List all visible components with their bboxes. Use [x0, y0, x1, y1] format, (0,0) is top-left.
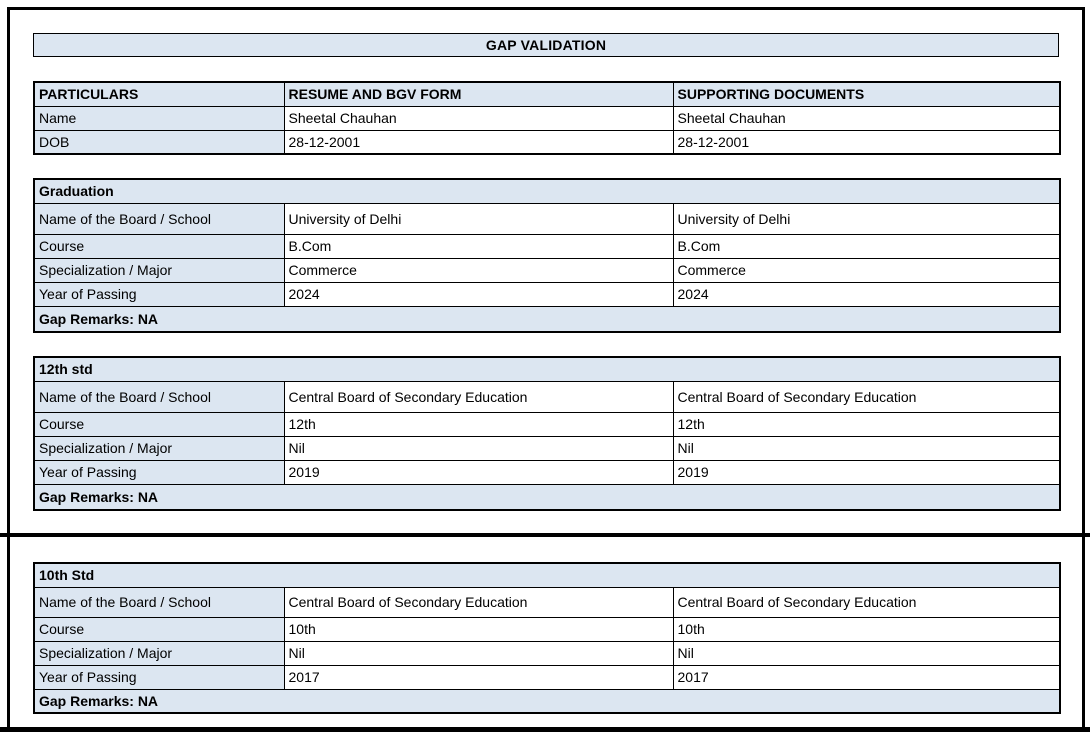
resume-value-cell: University of Delhi — [283, 202, 674, 235]
gap-remarks: Gap Remarks: NA — [33, 688, 1061, 714]
table-row: Specialization / Major Commerce Commerce — [33, 257, 1061, 283]
table-row: Year of Passing 2017 2017 — [33, 664, 1061, 690]
resume-value-cell: 2017 — [283, 664, 674, 690]
row-label-cell: Course — [33, 411, 285, 437]
row-label-cell: Specialization / Major — [33, 640, 285, 666]
supporting-value-cell: B.Com — [672, 233, 1061, 259]
row-label-cell: Name — [33, 105, 285, 131]
row-label-cell: Year of Passing — [33, 459, 285, 485]
supporting-value-cell: 2024 — [672, 281, 1061, 307]
section-header-row: Graduation — [33, 178, 1061, 204]
table-row: Specialization / Major Nil Nil — [33, 640, 1061, 666]
table-row: Name of the Board / School Central Board… — [33, 586, 1061, 618]
page-title: GAP VALIDATION — [33, 33, 1059, 57]
supporting-value-cell: Sheetal Chauhan — [672, 105, 1061, 131]
row-label-cell: Year of Passing — [33, 281, 285, 307]
resume-value-cell: Nil — [283, 640, 674, 666]
table-row: Name of the Board / School University of… — [33, 202, 1061, 235]
resume-value-cell: Commerce — [283, 257, 674, 283]
particulars-header-row: PARTICULARS RESUME AND BGV FORM SUPPORTI… — [33, 81, 1061, 107]
table-row: DOB 28-12-2001 28-12-2001 — [33, 129, 1061, 155]
bottom-border-line — [0, 727, 1090, 732]
section-title: 10th Std — [33, 562, 1061, 588]
section-title: 12th std — [33, 356, 1061, 382]
resume-value-cell: 28-12-2001 — [283, 129, 674, 155]
column-header-supporting: SUPPORTING DOCUMENTS — [672, 81, 1061, 107]
row-label-cell: Name of the Board / School — [33, 202, 285, 235]
supporting-value-cell: University of Delhi — [672, 202, 1061, 235]
gap-remarks-row: Gap Remarks: NA — [33, 305, 1061, 333]
section-header-row: 12th std — [33, 356, 1061, 382]
table-row: Name of the Board / School Central Board… — [33, 380, 1061, 413]
resume-value-cell: Nil — [283, 435, 674, 461]
table-row: Name Sheetal Chauhan Sheetal Chauhan — [33, 105, 1061, 131]
gap-remarks-row: Gap Remarks: NA — [33, 483, 1061, 511]
row-label-cell: Year of Passing — [33, 664, 285, 690]
resume-value-cell: Central Board of Secondary Education — [283, 380, 674, 413]
row-label-cell: Course — [33, 233, 285, 259]
supporting-value-cell: 12th — [672, 411, 1061, 437]
gap-remarks: Gap Remarks: NA — [33, 305, 1061, 333]
panel-divider — [0, 533, 1090, 537]
section-title: Graduation — [33, 178, 1061, 204]
supporting-value-cell: Commerce — [672, 257, 1061, 283]
section-table-graduation: Graduation Name of the Board / School Un… — [33, 178, 1062, 333]
section-header-row: 10th Std — [33, 562, 1061, 588]
supporting-value-cell: 28-12-2001 — [672, 129, 1061, 155]
row-label-cell: Name of the Board / School — [33, 586, 285, 618]
particulars-table: PARTICULARS RESUME AND BGV FORM SUPPORTI… — [33, 81, 1061, 155]
gap-remarks-row: Gap Remarks: NA — [33, 688, 1061, 714]
supporting-value-cell: Central Board of Secondary Education — [672, 380, 1061, 413]
table-row: Course 10th 10th — [33, 616, 1061, 642]
supporting-value-cell: Nil — [672, 435, 1061, 461]
row-label-cell: Specialization / Major — [33, 257, 285, 283]
supporting-value-cell: 2017 — [672, 664, 1061, 690]
column-header-particulars: PARTICULARS — [33, 81, 285, 107]
table-row: Specialization / Major Nil Nil — [33, 435, 1061, 461]
resume-value-cell: Central Board of Secondary Education — [283, 586, 674, 618]
table-row: Course B.Com B.Com — [33, 233, 1061, 259]
table-row: Year of Passing 2019 2019 — [33, 459, 1061, 485]
table-row: Year of Passing 2024 2024 — [33, 281, 1061, 307]
row-label-cell: Name of the Board / School — [33, 380, 285, 413]
resume-value-cell: 12th — [283, 411, 674, 437]
row-label-cell: DOB — [33, 129, 285, 155]
section-table-10th-std: 10th Std Name of the Board / School Cent… — [33, 562, 1062, 714]
resume-value-cell: 2019 — [283, 459, 674, 485]
row-label-cell: Specialization / Major — [33, 435, 285, 461]
row-label-cell: Course — [33, 616, 285, 642]
section-table-12th-std: 12th std Name of the Board / School Cent… — [33, 356, 1062, 511]
table-row: Course 12th 12th — [33, 411, 1061, 437]
gap-remarks: Gap Remarks: NA — [33, 483, 1061, 511]
resume-value-cell: 10th — [283, 616, 674, 642]
supporting-value-cell: Central Board of Secondary Education — [672, 586, 1061, 618]
column-header-resume: RESUME AND BGV FORM — [283, 81, 674, 107]
supporting-value-cell: 10th — [672, 616, 1061, 642]
resume-value-cell: Sheetal Chauhan — [283, 105, 674, 131]
resume-value-cell: 2024 — [283, 281, 674, 307]
resume-value-cell: B.Com — [283, 233, 674, 259]
supporting-value-cell: 2019 — [672, 459, 1061, 485]
supporting-value-cell: Nil — [672, 640, 1061, 666]
